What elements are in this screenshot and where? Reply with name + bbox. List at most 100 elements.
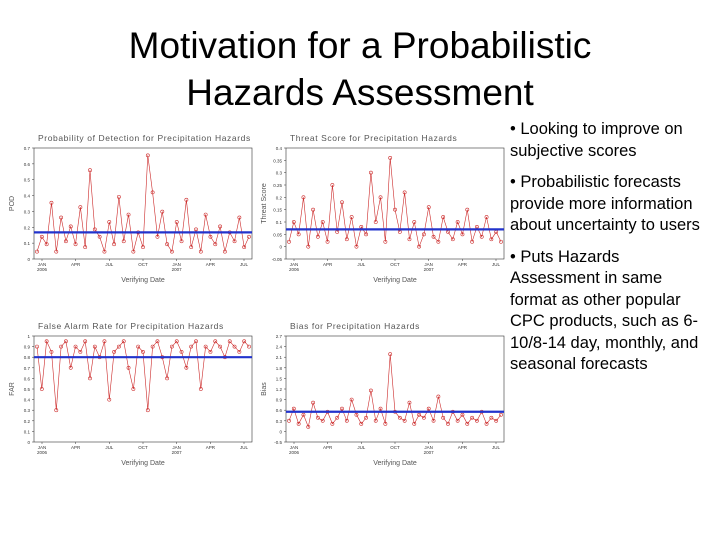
x-tick-label: OCT bbox=[138, 445, 148, 450]
data-point bbox=[441, 215, 446, 219]
y-tick-label: 1.5 bbox=[276, 376, 283, 381]
data-point bbox=[242, 245, 247, 250]
x-tick-label: JUL bbox=[357, 445, 365, 450]
data-point bbox=[213, 339, 218, 344]
data-point bbox=[489, 415, 494, 420]
chart-title: Bias for Precipitation Hazards bbox=[290, 321, 420, 331]
chart-bias-svg: Bias for Precipitation Hazards -0.5 0 0.3 0.… bbox=[261, 321, 505, 467]
data-point bbox=[431, 234, 436, 239]
y-tick-label: 0.7 bbox=[24, 366, 31, 371]
data-point bbox=[475, 418, 479, 423]
x-tick-label: JUL bbox=[105, 262, 113, 267]
data-point bbox=[78, 350, 83, 354]
y-tick-label: -0.5 bbox=[274, 440, 282, 445]
data-point bbox=[450, 237, 455, 242]
data-point bbox=[49, 200, 54, 205]
data-point bbox=[68, 365, 73, 370]
data-point bbox=[232, 344, 237, 349]
data-point bbox=[354, 244, 359, 249]
data-point bbox=[417, 244, 421, 249]
data-point bbox=[68, 224, 73, 229]
data-point bbox=[141, 350, 145, 354]
data-point bbox=[141, 245, 145, 250]
x-tick-label: 2007 bbox=[424, 267, 435, 272]
y-tick-label: 0.9 bbox=[24, 345, 31, 350]
y-tick-label: 2.7 bbox=[276, 334, 283, 339]
x-tick-label: 2006 bbox=[289, 267, 300, 272]
chart-threat-score-svg: Threat Score for Precipitation Hazards -0… bbox=[261, 133, 505, 284]
data-point bbox=[422, 232, 426, 237]
y-tick-label: 0 bbox=[279, 245, 282, 250]
data-point bbox=[383, 239, 388, 244]
x-tick-label: 2007 bbox=[424, 450, 435, 455]
data-point bbox=[92, 344, 97, 349]
data-point bbox=[174, 220, 179, 224]
data-point bbox=[330, 183, 335, 187]
data-point bbox=[460, 412, 465, 417]
data-point bbox=[136, 344, 141, 349]
y-tick-label: 0.15 bbox=[273, 208, 282, 213]
data-point bbox=[412, 421, 417, 426]
data-point bbox=[402, 418, 407, 423]
data-point bbox=[237, 350, 242, 354]
bullet-list: • Looking to improve on subjective score… bbox=[510, 119, 710, 386]
data-point bbox=[218, 224, 222, 229]
data-point bbox=[470, 415, 474, 420]
data-point bbox=[344, 237, 349, 242]
y-tick-label: 0.4 bbox=[24, 398, 31, 403]
data-point bbox=[117, 194, 121, 199]
data-point bbox=[364, 415, 368, 420]
data-point bbox=[107, 397, 112, 402]
data-point bbox=[102, 249, 107, 254]
chart-title: Probability of Detection for Precipitati… bbox=[38, 133, 251, 143]
data-point bbox=[218, 344, 222, 349]
data-point bbox=[49, 350, 54, 354]
data-point bbox=[83, 245, 88, 250]
x-tick-label: 2006 bbox=[37, 267, 48, 272]
data-point bbox=[431, 418, 436, 423]
data-point bbox=[189, 245, 194, 250]
data-point bbox=[373, 418, 378, 423]
data-point bbox=[189, 344, 194, 349]
data-point bbox=[145, 408, 150, 413]
x-tick-label: JAN bbox=[172, 262, 181, 267]
y-tick-label: -0.05 bbox=[272, 257, 283, 262]
x-tick-label: JAN bbox=[172, 445, 181, 450]
series-line bbox=[36, 340, 250, 411]
data-point bbox=[426, 406, 431, 411]
y-axis-label: FAR bbox=[9, 382, 16, 396]
chart-far: False Alarm Rate for Precipitation Hazar… bbox=[4, 318, 256, 468]
y-tick-label: 0.2 bbox=[24, 225, 31, 230]
x-axis-label: Verifying Date bbox=[121, 460, 165, 467]
x-axis-label: Verifying Date bbox=[373, 460, 417, 467]
x-tick-label: APR bbox=[323, 445, 333, 450]
data-point bbox=[494, 418, 499, 423]
y-tick-label: 0.3 bbox=[24, 209, 31, 214]
data-point bbox=[39, 387, 44, 391]
data-point bbox=[208, 234, 213, 239]
data-point bbox=[150, 344, 155, 349]
data-point bbox=[54, 408, 59, 413]
data-point bbox=[397, 415, 402, 420]
y-tick-label: 0.2 bbox=[276, 195, 283, 200]
plot-frame bbox=[285, 335, 505, 443]
data-point bbox=[422, 415, 426, 420]
data-point bbox=[174, 339, 179, 344]
data-point bbox=[287, 418, 291, 423]
chart-pod-svg: Probability of Detection for Precipitati… bbox=[9, 133, 253, 284]
data-point bbox=[369, 170, 373, 175]
data-point bbox=[150, 190, 155, 195]
data-point bbox=[83, 339, 88, 344]
data-point bbox=[64, 239, 68, 244]
data-point bbox=[499, 412, 503, 417]
data-point bbox=[316, 415, 320, 420]
x-tick-label: JUL bbox=[492, 445, 500, 450]
data-point bbox=[160, 209, 165, 214]
data-point bbox=[340, 200, 344, 205]
x-tick-label: JAN bbox=[424, 445, 433, 450]
x-tick-label: 2007 bbox=[172, 267, 183, 272]
data-point bbox=[170, 249, 174, 254]
data-point bbox=[436, 239, 441, 244]
y-tick-label: 0.1 bbox=[24, 241, 31, 246]
x-tick-label: JUL bbox=[240, 262, 248, 267]
